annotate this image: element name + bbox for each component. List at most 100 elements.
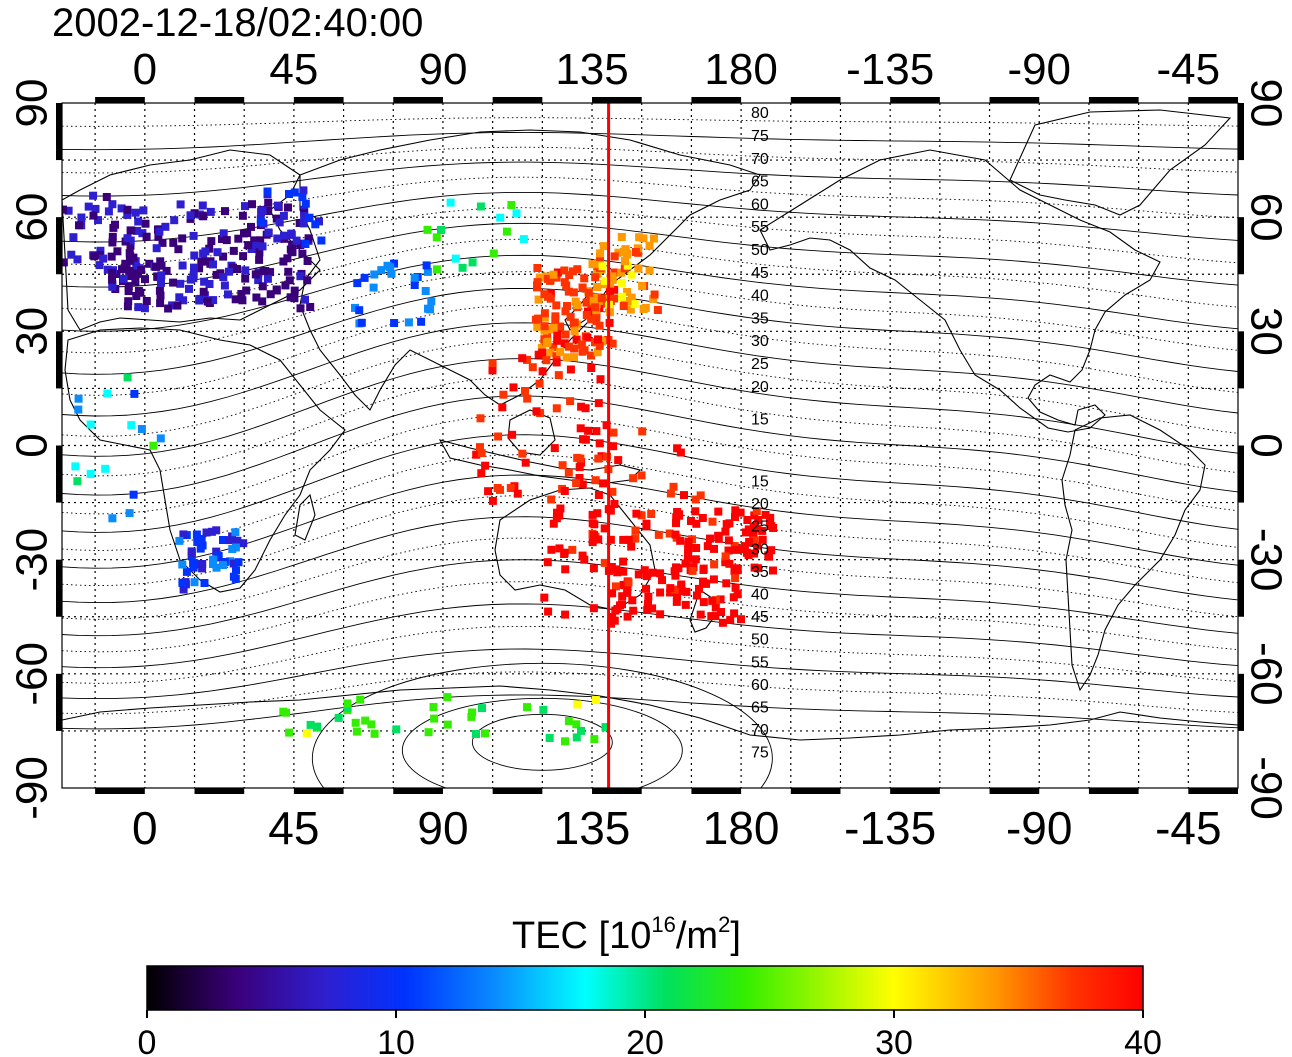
tec-point bbox=[572, 720, 581, 729]
contour-label: 55 bbox=[751, 654, 769, 671]
tec-point bbox=[620, 297, 629, 306]
tec-point bbox=[44, 407, 52, 415]
tec-point bbox=[254, 276, 263, 285]
contour-line bbox=[62, 146, 1238, 174]
tec-point bbox=[305, 213, 314, 222]
tec-point bbox=[218, 561, 227, 569]
frame-block-bottom bbox=[393, 788, 443, 794]
tec-point bbox=[535, 379, 544, 388]
tec-point bbox=[182, 567, 191, 576]
frame-block-left bbox=[56, 331, 62, 389]
tec-point bbox=[643, 606, 652, 614]
tec-point bbox=[241, 274, 250, 283]
tec-point bbox=[279, 707, 288, 716]
tec-point bbox=[273, 201, 282, 210]
tec-point bbox=[186, 275, 195, 284]
tec-point bbox=[572, 479, 581, 488]
tec-point bbox=[139, 206, 148, 215]
frame-block-right bbox=[1238, 331, 1244, 389]
frame-block-top bbox=[95, 97, 145, 103]
tec-point bbox=[518, 354, 527, 363]
tec-point bbox=[127, 226, 136, 235]
tec-point bbox=[74, 394, 83, 403]
tec-point bbox=[695, 584, 703, 593]
pole-contour bbox=[401, 697, 683, 788]
tec-point bbox=[125, 509, 134, 518]
tec-point bbox=[519, 235, 528, 244]
lon-tick-label-top: 135 bbox=[555, 45, 628, 94]
tec-point bbox=[212, 563, 221, 572]
frame-block-left bbox=[56, 673, 62, 731]
pole-contour bbox=[471, 713, 613, 771]
tec-point bbox=[387, 269, 396, 278]
tec-point bbox=[241, 266, 250, 275]
tec-point bbox=[672, 597, 681, 606]
tec-point bbox=[543, 292, 552, 301]
tec-point bbox=[576, 424, 585, 433]
tec-point bbox=[638, 427, 647, 436]
tec-point bbox=[672, 519, 680, 528]
tec-point bbox=[533, 278, 542, 287]
coast-madagascar bbox=[294, 493, 316, 541]
tec-point bbox=[591, 303, 600, 312]
tec-point bbox=[507, 201, 516, 209]
tec-point bbox=[212, 270, 221, 279]
tec-point bbox=[484, 487, 493, 496]
tec-point bbox=[618, 292, 627, 301]
tec-point bbox=[481, 729, 489, 738]
tec-point bbox=[281, 281, 290, 290]
tec-point bbox=[626, 305, 635, 314]
lat-tick-label-right: 0 bbox=[1242, 433, 1291, 457]
tec-point bbox=[584, 288, 593, 297]
tec-point bbox=[591, 273, 600, 282]
tec-point bbox=[189, 271, 198, 280]
tec-point bbox=[334, 713, 343, 722]
tec-point bbox=[698, 514, 707, 522]
tec-point bbox=[102, 193, 111, 201]
tec-point bbox=[252, 293, 261, 302]
tec-point bbox=[99, 254, 108, 263]
tec-point bbox=[637, 511, 646, 520]
tec-point bbox=[573, 700, 582, 709]
tec-point bbox=[577, 726, 585, 735]
tec-point bbox=[542, 339, 551, 347]
tec-point bbox=[619, 567, 628, 576]
tec-point bbox=[619, 535, 628, 544]
tec-point bbox=[103, 265, 112, 274]
tec-point bbox=[558, 461, 567, 470]
colorbar-tick-label: 30 bbox=[875, 1024, 913, 1057]
tec-point bbox=[207, 527, 216, 536]
tec-point bbox=[540, 593, 549, 602]
tec-point bbox=[107, 252, 116, 261]
tec-point bbox=[170, 216, 179, 225]
tec-point bbox=[421, 287, 430, 295]
contour-label: 80 bbox=[751, 105, 769, 122]
tec-point bbox=[258, 206, 267, 215]
tec-point bbox=[101, 464, 110, 473]
tec-point bbox=[303, 257, 312, 265]
contour-line bbox=[62, 271, 1238, 354]
frame-block-top bbox=[691, 97, 742, 103]
tec-point bbox=[599, 479, 608, 488]
tec-point bbox=[572, 335, 581, 344]
tec-point bbox=[568, 545, 577, 554]
tec-point bbox=[724, 546, 733, 555]
frame-block-left bbox=[56, 559, 62, 617]
tec-point bbox=[424, 728, 433, 737]
tec-point bbox=[731, 574, 740, 583]
tec-point bbox=[549, 519, 558, 528]
frame-block-bottom bbox=[1188, 788, 1238, 794]
tec-point bbox=[233, 265, 241, 273]
contour-label: 75 bbox=[751, 745, 769, 762]
tec-point bbox=[579, 435, 587, 444]
frame-block-bottom bbox=[194, 788, 245, 794]
tec-point bbox=[214, 552, 223, 560]
tec-point bbox=[539, 705, 548, 714]
tec-point bbox=[299, 219, 308, 228]
tec-point bbox=[538, 367, 547, 376]
tec-point bbox=[677, 587, 686, 595]
tec-point bbox=[179, 530, 188, 539]
tec-point bbox=[496, 485, 504, 494]
tec-point bbox=[752, 507, 761, 516]
colorbar-tick-label: 20 bbox=[626, 1024, 664, 1057]
